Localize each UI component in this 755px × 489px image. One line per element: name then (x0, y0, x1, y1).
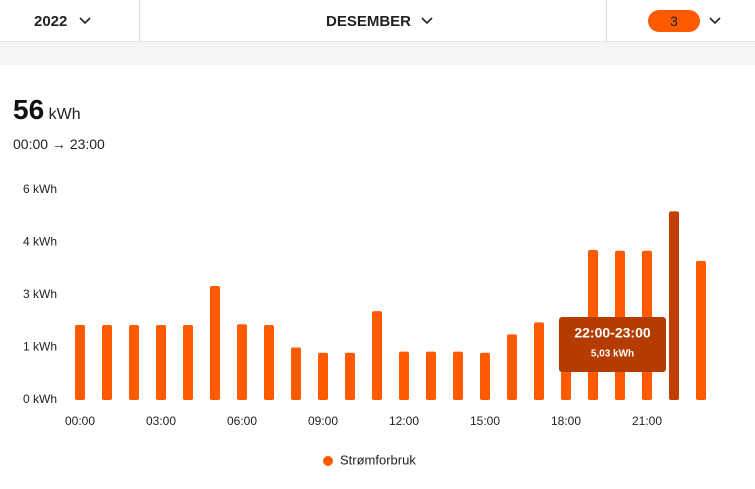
legend-swatch (323, 456, 333, 466)
bar (291, 347, 301, 400)
bar (507, 334, 517, 400)
bar (696, 260, 706, 400)
total: 56 (13, 94, 45, 125)
chevron (79, 17, 91, 25)
bar (318, 352, 328, 400)
day-select[interactable]: 3 (648, 0, 721, 42)
tooltip-title: 22:00-23:00 (574, 325, 650, 341)
divider (606, 0, 607, 42)
x-tick-label: 18:00 (551, 414, 581, 428)
bar (156, 325, 166, 400)
month: DESEMBER (326, 12, 412, 30)
year-select[interactable]: 2022 (34, 0, 91, 42)
bar (264, 325, 274, 400)
unit: kWh (48, 106, 81, 123)
summary-total: 56 kWh (13, 94, 81, 126)
x-tick-label: 06:00 (227, 414, 257, 428)
y-tick-label: 1 kWh (23, 340, 57, 354)
bar (183, 325, 193, 400)
x-tick-label: 15:00 (470, 414, 500, 428)
legend-label: Strømforbruk (340, 452, 416, 467)
y-tick-label: 4 kWh (23, 235, 57, 249)
month-select[interactable]: DESEMBER (326, 0, 433, 42)
header: 2022 DESEMBER 3 (0, 0, 755, 42)
year: 2022 (34, 12, 68, 30)
chevron (709, 17, 721, 25)
bar (399, 351, 409, 400)
bar (669, 211, 679, 400)
bar (426, 351, 436, 400)
x-tick-label: 21:00 (632, 414, 662, 428)
x-tick-label: 09:00 (308, 414, 338, 428)
bar (372, 311, 382, 400)
y-tick-label: 3 kWh (23, 287, 57, 301)
bar (237, 324, 247, 400)
bar (453, 351, 463, 400)
chevron (421, 17, 433, 25)
summary-range: 00:00 → 23:00 (13, 136, 105, 152)
bar (534, 322, 544, 400)
y-tick-label: 6 kWh (23, 182, 57, 196)
x-tick-label: 00:00 (65, 414, 95, 428)
bar (129, 325, 139, 400)
bar (210, 286, 220, 400)
y-tick-label: 0 kWh (23, 392, 57, 406)
x-tick-label: 03:00 (146, 414, 176, 428)
bar (480, 352, 490, 400)
bar (345, 352, 355, 400)
bar (75, 325, 85, 400)
x-tick-label: 12:00 (389, 414, 419, 428)
tooltip (559, 317, 666, 372)
day: 3 (648, 10, 700, 32)
tooltip-value: 5,03 kWh (591, 349, 634, 360)
bar (102, 325, 112, 400)
divider (139, 0, 140, 42)
separator-band (0, 42, 755, 65)
